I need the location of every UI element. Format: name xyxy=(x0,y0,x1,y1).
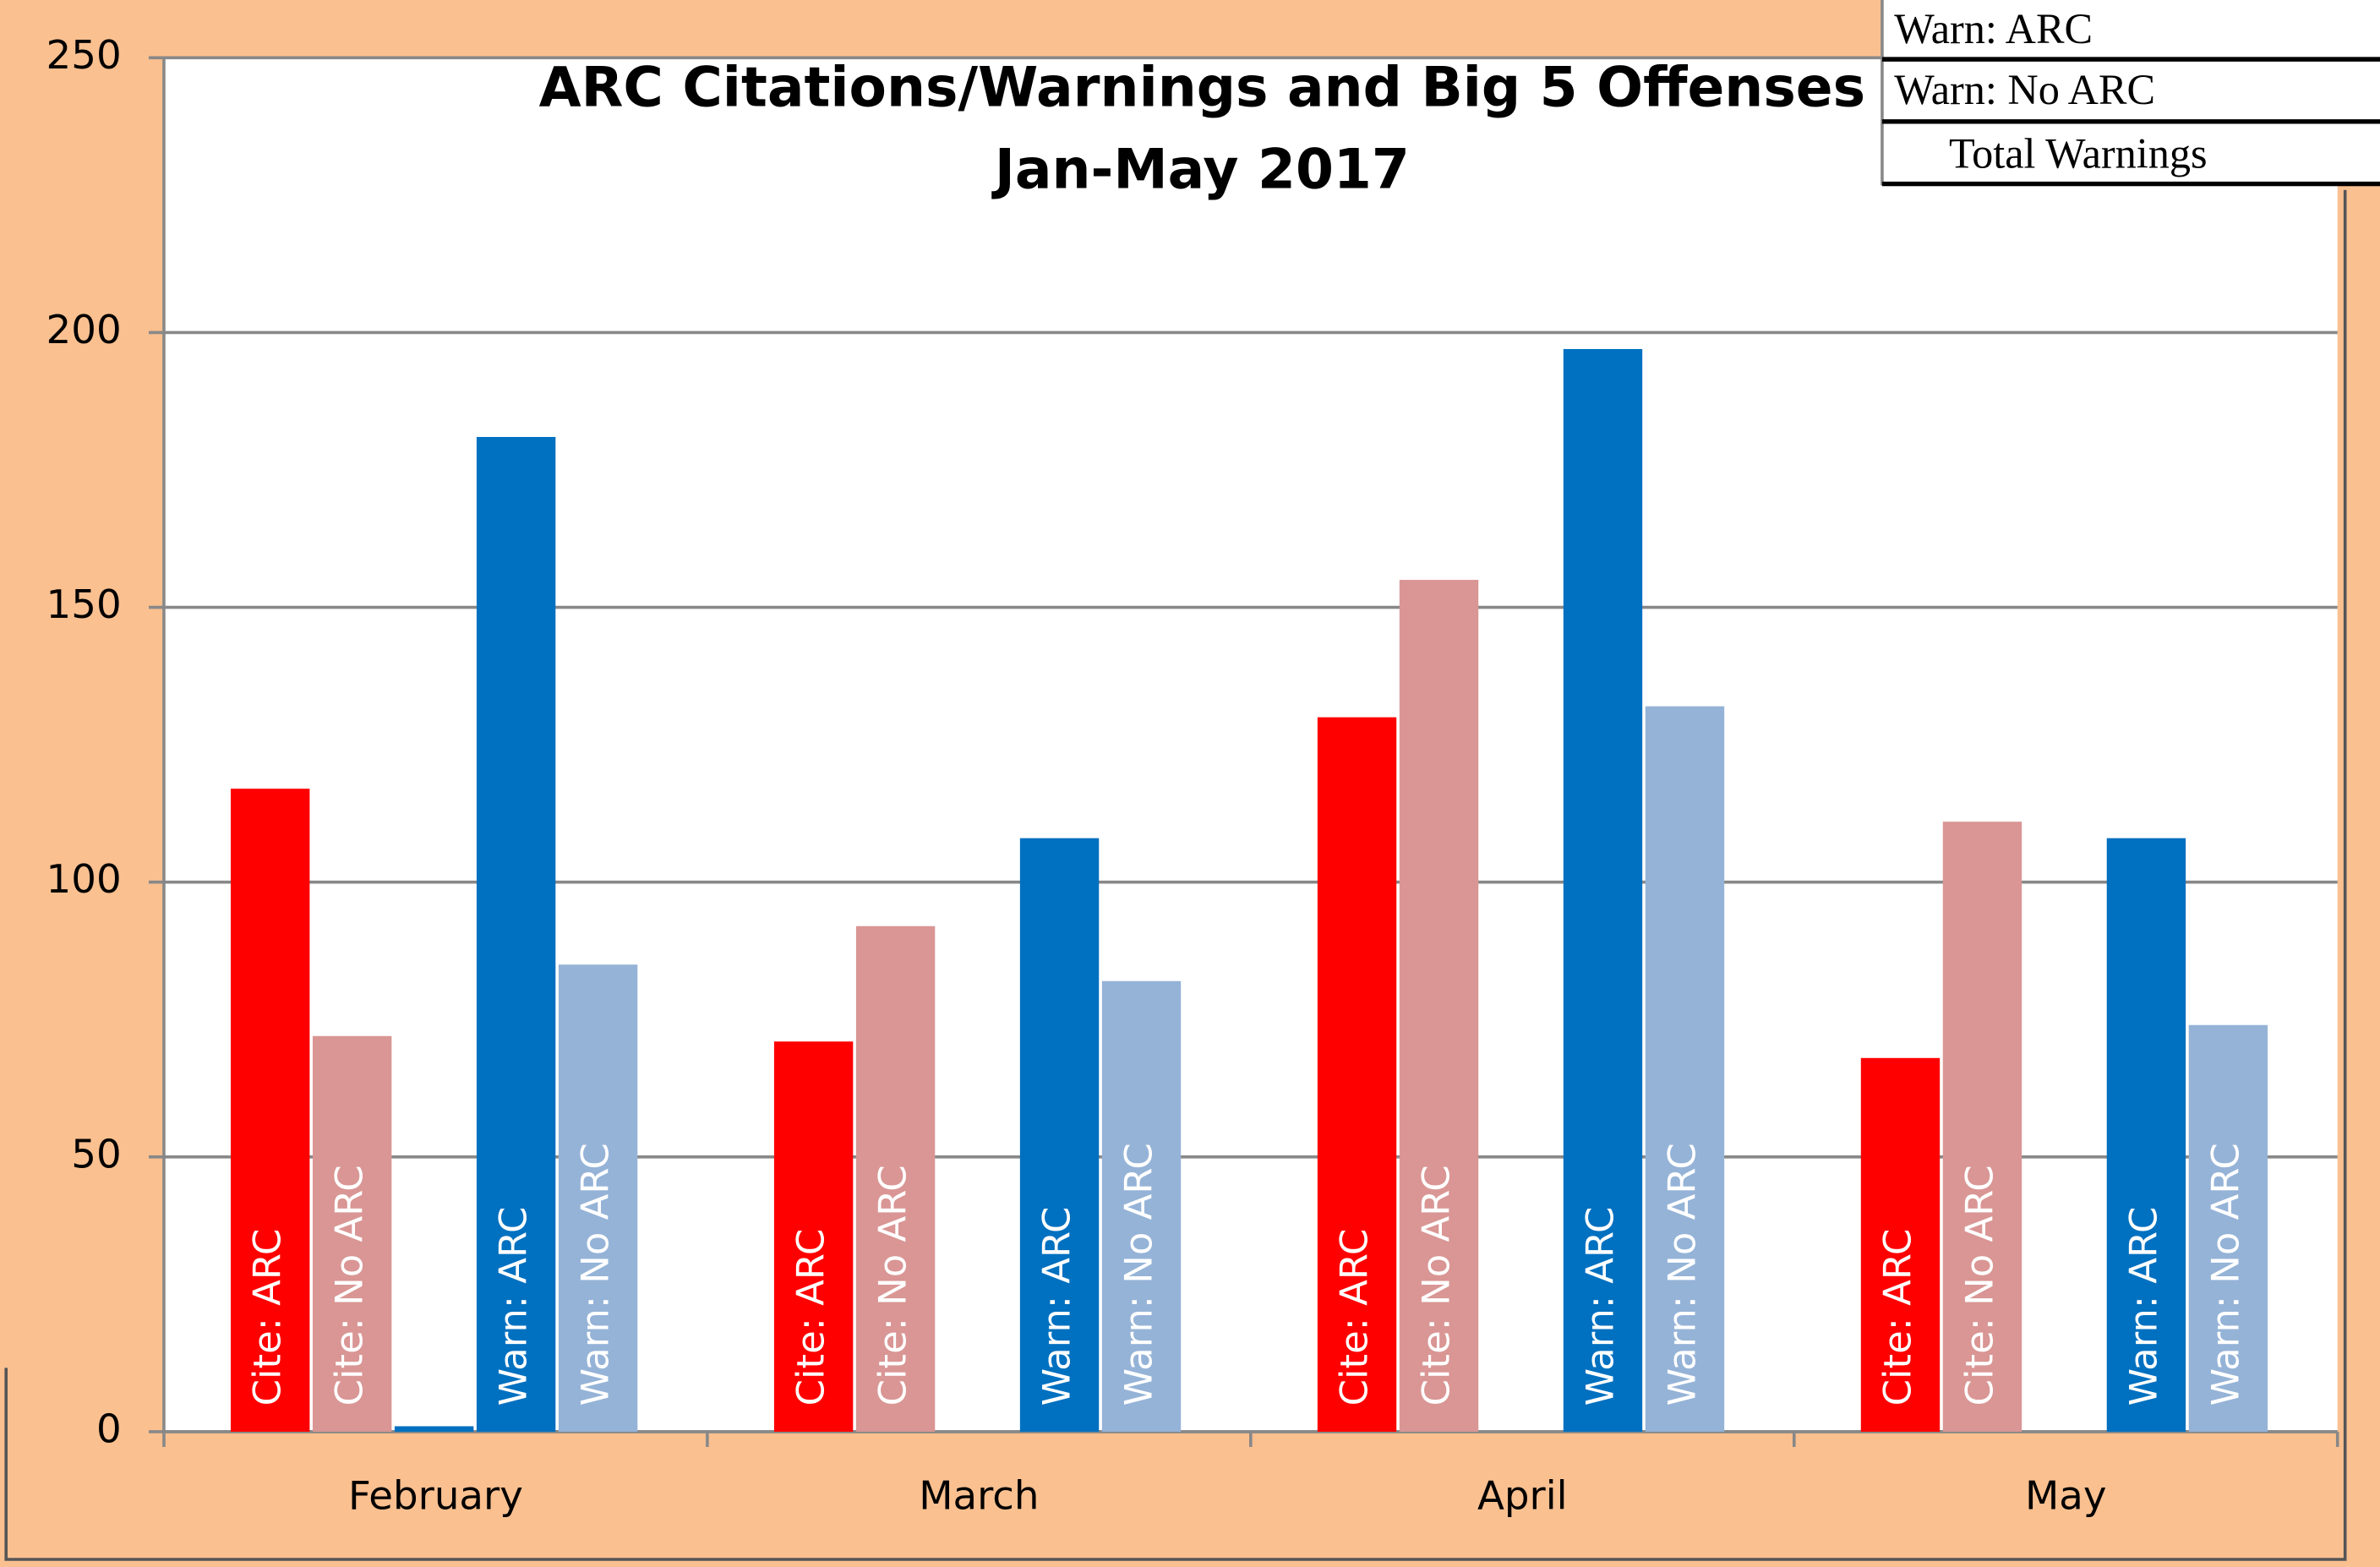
bar-label: Cite: ARC xyxy=(789,1229,833,1406)
table-background xyxy=(1881,0,2380,186)
chart-subtitle: Jan-May 2017 xyxy=(991,139,1410,202)
bar xyxy=(2188,1024,2268,1432)
y-tick-label: 50 xyxy=(71,1132,121,1177)
y-tick-label: 150 xyxy=(46,582,122,628)
x-tick-label: May xyxy=(2025,1474,2107,1520)
bar xyxy=(1317,717,1397,1432)
y-tick-label: 250 xyxy=(46,33,122,79)
bar-label: Cite: No ARC xyxy=(327,1165,372,1406)
bar xyxy=(476,437,556,1432)
bar xyxy=(1860,1057,1941,1432)
bar-label: Warn: ARC xyxy=(2121,1207,2165,1406)
bar-label: Warn: No ARC xyxy=(573,1143,618,1406)
plot: 0 50 100 150 200 250 February Cite: ARC Cite: No… xyxy=(46,33,2339,1520)
bar-label: Cite: ARC xyxy=(1332,1229,1377,1406)
y-tick-label: 0 xyxy=(96,1406,122,1452)
bar-label: Cite: No ARC xyxy=(871,1165,915,1406)
bar xyxy=(1645,706,1725,1432)
bar-label: Warn: No ARC xyxy=(1659,1143,1704,1406)
bar xyxy=(773,1041,854,1432)
bar-label: Cite: No ARC xyxy=(1414,1165,1459,1406)
bar xyxy=(1399,580,1479,1432)
bar xyxy=(1019,838,1100,1432)
bar xyxy=(2106,838,2186,1432)
frame xyxy=(4,189,2347,1561)
x-tick-label: February xyxy=(348,1474,523,1520)
bar-label: Warn: ARC xyxy=(1578,1207,1623,1406)
bar-label: Cite: ARC xyxy=(245,1229,290,1406)
y-tick-label: 100 xyxy=(46,857,122,903)
bar-label: Cite: ARC xyxy=(1875,1229,1920,1406)
table-cell: Warn: No ARC xyxy=(1894,66,2155,113)
table-cell: Warn: ARC xyxy=(1894,5,2093,52)
chart-title: ARC Citations/Warnings and Big 5 Offense… xyxy=(539,56,1866,119)
bar xyxy=(1563,348,1643,1432)
table-overlay: Warn: ARC Warn: No ARC Total Warnings xyxy=(1881,0,2380,187)
y-tick-label: 200 xyxy=(46,308,122,353)
table-cell: Total Warnings xyxy=(1949,130,2208,177)
bar xyxy=(394,1426,474,1432)
bar-label: Warn: No ARC xyxy=(1116,1143,1161,1406)
bar xyxy=(312,1035,392,1432)
bar-label: Warn: ARC xyxy=(491,1207,536,1406)
x-tick-label: April xyxy=(1477,1474,1568,1520)
x-tick-label: March xyxy=(919,1474,1039,1520)
bar-label: Warn: No ARC xyxy=(2203,1143,2247,1406)
bar xyxy=(855,925,936,1432)
bar-label: Cite: No ARC xyxy=(1957,1165,2001,1406)
bar-label: Warn: ARC xyxy=(1034,1207,1079,1406)
bar xyxy=(558,964,638,1432)
bar xyxy=(1942,822,2022,1432)
bar xyxy=(1101,980,1182,1432)
bar xyxy=(230,789,310,1432)
